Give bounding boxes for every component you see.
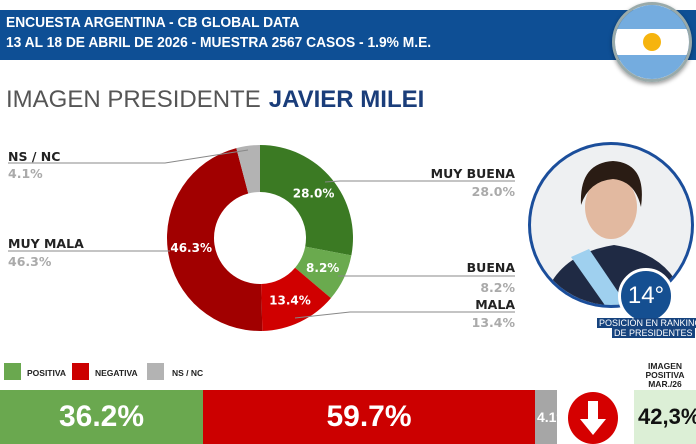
- down-arrow-icon: [568, 392, 618, 444]
- bar-negativa: 59.7%: [203, 390, 535, 444]
- slice-label: 46.3%: [170, 241, 212, 255]
- value-ns-nc: 4.1%: [8, 166, 43, 181]
- value-mala: 13.4%: [471, 315, 515, 330]
- slice-label: 13.4%: [269, 294, 311, 308]
- page-title: IMAGEN PRESIDENTE JAVIER MILEI: [6, 86, 424, 114]
- legend-ns-nc: NS / NC: [172, 368, 204, 378]
- president-name: JAVIER MILEI: [268, 86, 425, 113]
- slice-muy-mala: [166, 148, 263, 331]
- previous-positive-value: 42,3%: [634, 390, 696, 444]
- previous-label-3: MAR./26: [648, 379, 682, 389]
- previous-label: IMAGEN POSITIVA MAR./26: [634, 362, 696, 389]
- slice-mala: [261, 267, 331, 331]
- value-buena: 8.2%: [480, 280, 515, 295]
- leader-ns-nc: [8, 149, 249, 164]
- value-muy-mala: 46.3%: [8, 254, 52, 269]
- label-ns-nc: NS / NC: [8, 149, 61, 164]
- previous-label-1: IMAGEN: [648, 361, 682, 371]
- bar-positiva: 36.2%: [0, 390, 203, 444]
- slice-muy-buena: [260, 145, 353, 256]
- leader-mala: [294, 311, 515, 319]
- ranking-caption-2: DE PRESIDENTES: [612, 328, 695, 338]
- label-muy-mala: MUY MALA: [8, 236, 84, 251]
- ranking-badge: 14°: [618, 268, 674, 324]
- ranking-caption-1: POSICIÓN EN RANKING: [597, 318, 696, 328]
- legend-positiva: POSITIVA: [27, 368, 67, 378]
- slice-buena: [295, 246, 352, 299]
- label-mala: MALA: [475, 297, 515, 312]
- label-muy-buena: MUY BUENA: [430, 166, 515, 181]
- legend-swatch-negativa: [72, 363, 89, 380]
- previous-label-2: POSITIVA: [645, 370, 685, 380]
- survey-details: 13 AL 18 DE ABRIL DE 2026 - MUESTRA 2567…: [6, 34, 432, 51]
- slice-label: 28.0%: [293, 187, 335, 201]
- slice-ns-nc: [236, 145, 260, 194]
- header-band: [0, 10, 696, 60]
- leader-muy-buena: [324, 180, 515, 183]
- bar-ns-nc: 4.1%: [535, 390, 569, 444]
- title-prefix: IMAGEN PRESIDENTE: [6, 86, 261, 113]
- slice-label: 8.2%: [306, 261, 339, 275]
- survey-title: ENCUESTA ARGENTINA - CB GLOBAL DATA: [6, 14, 300, 31]
- legend-swatch-positiva: [4, 363, 21, 380]
- legend-swatch-ns-nc: [147, 363, 164, 380]
- legend-negativa: NEGATIVA: [95, 368, 138, 378]
- label-buena: BUENA: [466, 260, 515, 275]
- value-muy-buena: 28.0%: [471, 184, 515, 199]
